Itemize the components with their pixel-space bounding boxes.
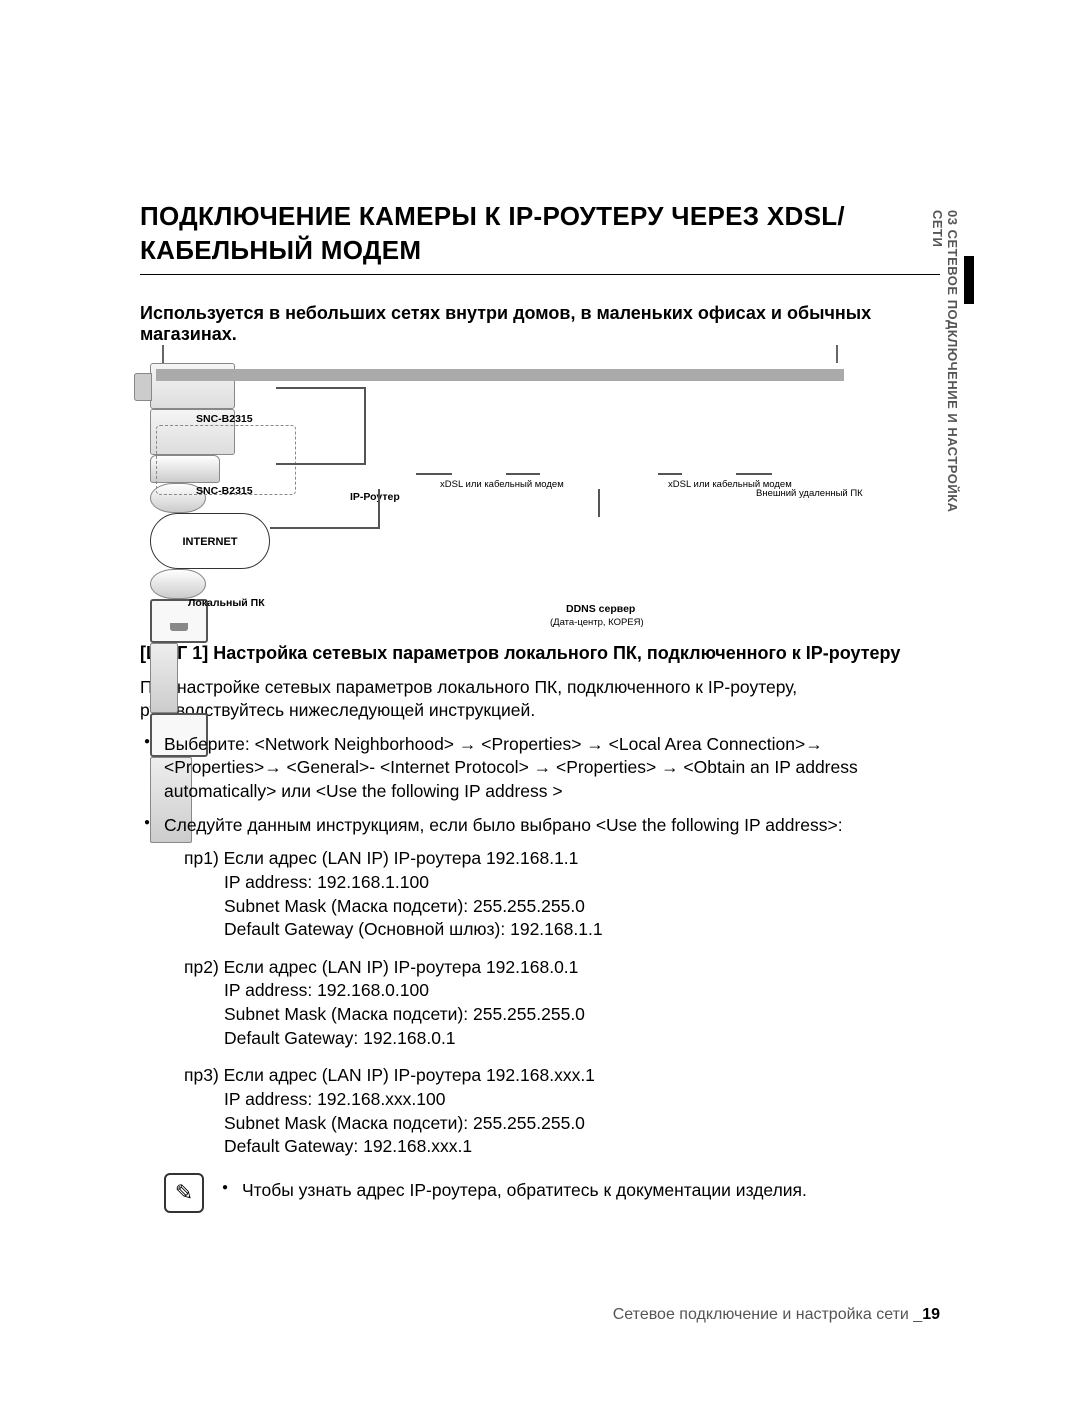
instruction-list: Выберите: <Network Neighborhood> → <Prop… xyxy=(140,733,940,838)
footer-text: Сетевое подключение и настройка сети _ xyxy=(613,1306,922,1323)
page-title: ПОДКЛЮЧЕНИЕ КАМЕРЫ К IP-РОУТЕРУ ЧЕРЕЗ XD… xyxy=(140,200,940,275)
modem-right-icon xyxy=(150,569,206,599)
note-icon: ✎ xyxy=(164,1173,204,1213)
side-tab-text: 03 СЕТЕВОЕ ПОДКЛЮЧЕНИЕ И НАСТРОЙКА СЕТИ xyxy=(940,210,960,530)
local-pc-tower-icon xyxy=(150,643,178,713)
intro-text: Используется в небольших сетях внутри до… xyxy=(140,303,940,345)
router-label: IP-Роутер xyxy=(350,491,400,503)
page-footer: Сетевое подключение и настройка сети _19 xyxy=(613,1306,940,1324)
examples: пр1) Если адрес (LAN IP) IP-роутера 192.… xyxy=(140,847,940,1159)
camera-label-2: SNC-B2315 xyxy=(196,485,253,497)
internet-cloud: INTERNET xyxy=(150,513,270,569)
ip-example: пр3) Если адрес (LAN IP) IP-роутера 192.… xyxy=(140,1064,940,1159)
step1-intro: При настройке сетевых параметров локальн… xyxy=(140,676,940,723)
ip-example: пр1) Если адрес (LAN IP) IP-роутера 192.… xyxy=(140,847,940,942)
bullet-2: Следуйте данным инструкциям, если было в… xyxy=(164,814,940,838)
bullet-1: Выберите: <Network Neighborhood> → <Prop… xyxy=(164,733,940,804)
side-tab-marker xyxy=(964,256,974,304)
page-number: 19 xyxy=(922,1306,940,1323)
modem-right-label: xDSL или кабельный модем xyxy=(668,480,752,490)
internet-label: INTERNET xyxy=(151,514,269,570)
side-tab: 03 СЕТЕВОЕ ПОДКЛЮЧЕНИЕ И НАСТРОЙКА СЕТИ xyxy=(936,210,960,540)
camera-label-1: SNC-B2315 xyxy=(196,413,253,425)
local-pc-label: Локальный ПК xyxy=(188,597,265,609)
note-row: ✎ Чтобы узнать адрес IP-роутера, обратит… xyxy=(140,1173,940,1213)
network-diagram: SNC-B2315 SNC-B2315 IP-Роутер xDSL или к… xyxy=(150,363,850,623)
modem-left-label: xDSL или кабельный модем xyxy=(440,480,520,490)
note-text: Чтобы узнать адрес IP-роутера, обратитес… xyxy=(242,1179,807,1203)
page: 03 СЕТЕВОЕ ПОДКЛЮЧЕНИЕ И НАСТРОЙКА СЕТИ … xyxy=(0,0,1080,1414)
remote-pc-label: Внешний удаленный ПК xyxy=(756,489,850,499)
ip-example: пр2) Если адрес (LAN IP) IP-роутера 192.… xyxy=(140,956,940,1051)
step1-heading: [ШАГ 1] Настройка сетевых параметров лок… xyxy=(140,643,940,664)
ddns-loc-label: (Дата-центр, КОРЕЯ) xyxy=(550,617,644,628)
ddns-server-label: DDNS сервер xyxy=(566,603,635,615)
